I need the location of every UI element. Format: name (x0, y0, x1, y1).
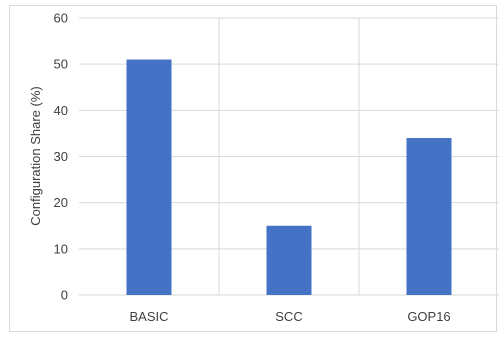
y-tick-label: 60 (54, 11, 68, 26)
y-tick-label: 30 (54, 149, 68, 164)
y-tick-labels: 0 10 20 30 40 50 60 (54, 11, 68, 303)
bars-layer (126, 59, 452, 295)
x-tick-labels: BASIC SCC GOP16 (129, 309, 450, 324)
y-tick-label: 20 (54, 195, 68, 210)
x-tick-label: GOP16 (407, 309, 450, 324)
x-tick-label: BASIC (129, 309, 168, 324)
y-tick-label: 0 (61, 288, 68, 303)
bar-scc (266, 225, 312, 295)
bar-basic (126, 59, 172, 295)
y-tick-label: 10 (54, 241, 68, 256)
x-tick-label: SCC (275, 309, 302, 324)
bar-gop16 (406, 138, 452, 295)
y-tick-label: 40 (54, 103, 68, 118)
y-axis-title: Configuration Share (%) (28, 86, 43, 225)
y-tick-label: 50 (54, 57, 68, 72)
